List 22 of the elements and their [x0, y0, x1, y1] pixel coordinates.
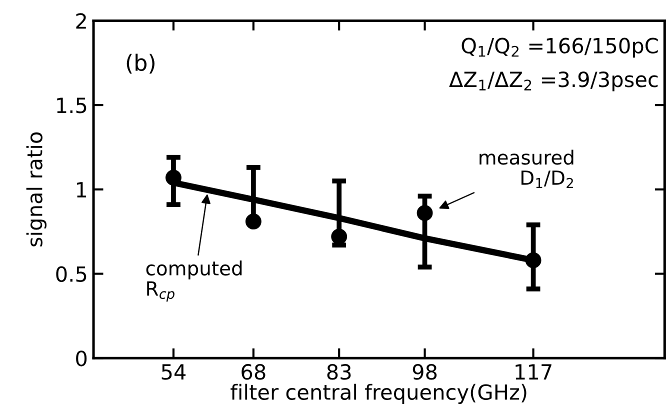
- y-tick-label: 0: [76, 350, 87, 366]
- x-tick-label: 83: [327, 364, 351, 380]
- y-tick-label: 1: [77, 182, 86, 198]
- x-tick-label: 98: [412, 364, 437, 380]
- point: [331, 228, 348, 245]
- y-tick-label: 0.5: [56, 266, 86, 282]
- point: [525, 252, 542, 268]
- x-tick-label: 54: [162, 364, 186, 380]
- y-tick-label: 1.5: [57, 98, 86, 114]
- point: [416, 205, 433, 221]
- annotation: ΔZ$_{1}$/ΔZ$_{2}$ =3.9/3psec: [449, 72, 658, 92]
- x-axis-title: filter central frequency(GHz): [230, 384, 526, 404]
- point: [245, 213, 262, 230]
- x-tick-label: 117: [516, 364, 552, 380]
- x-tick-label: 68: [242, 364, 266, 380]
- annotation: computed R$_{cp}$: [146, 260, 242, 302]
- annotation: Q$_{1}$/Q$_{2}$ =166/150pC: [462, 38, 658, 58]
- y-axis-title: signal ratio: [26, 132, 46, 246]
- point: [166, 170, 182, 186]
- y-tick-label: 2: [76, 13, 86, 29]
- annotation: (b): [126, 54, 154, 74]
- annotation: measured D$_{1}$/D$_{2}$: [480, 150, 574, 188]
